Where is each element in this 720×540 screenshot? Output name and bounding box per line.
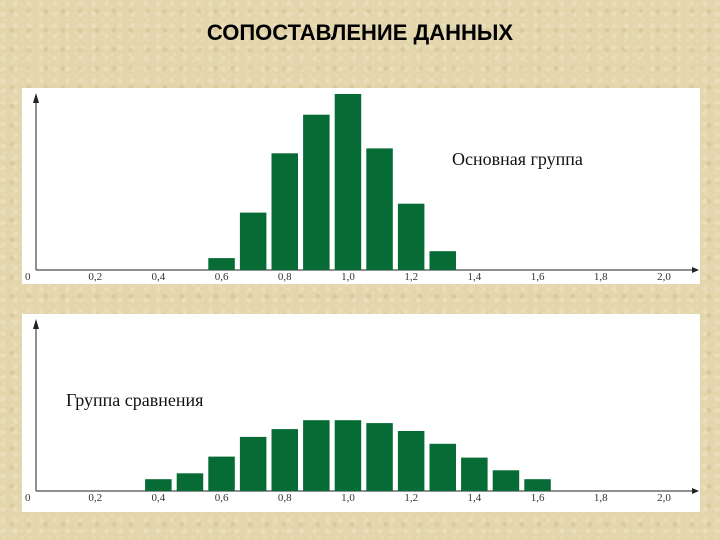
bar — [239, 212, 267, 270]
x-tick-label: 1,6 — [531, 271, 545, 283]
comparison-group-chart: Группа сравнения 0 0,2 0,4 0,6 0,8 1,0 1,2 1,4 1… — [25, 319, 699, 504]
slide-title: СОПОСТАВЛЕНИЕ ДАННЫХ — [206, 20, 514, 45]
x-tick-label: 1,2 — [404, 492, 418, 504]
bar — [429, 251, 456, 270]
bar — [239, 436, 267, 491]
x-tick-label: 0,8 — [278, 492, 292, 504]
x-tick-label: 0,2 — [88, 492, 102, 504]
bar — [334, 94, 362, 270]
bar — [176, 473, 204, 491]
x-tick-label: 0 — [25, 492, 31, 504]
x-tick-label: 0,4 — [152, 271, 166, 283]
bar — [303, 420, 330, 491]
bar — [492, 470, 520, 491]
x-tick-label: 0 — [25, 271, 31, 283]
x-tick-label: 0,6 — [215, 492, 229, 504]
bar — [303, 114, 330, 270]
bar — [429, 443, 456, 491]
bar — [366, 423, 393, 491]
x-tick-label: 1,4 — [468, 492, 482, 504]
bar — [461, 457, 488, 491]
x-tick-label: 0,6 — [215, 271, 229, 283]
x-tick-label: 1,0 — [341, 492, 355, 504]
main-group-chart-panel: Основная группа 0 0,2 0,4 0,6 0,8 1,0 1,2 1,4 1,… — [22, 88, 700, 284]
bar — [145, 479, 172, 491]
x-axis-arrow-icon — [692, 267, 699, 273]
bar — [208, 456, 235, 491]
x-axis-arrow-icon — [692, 488, 699, 494]
x-tick-label: 1,4 — [468, 271, 482, 283]
x-tick-label: 0,2 — [88, 271, 102, 283]
y-axis-arrow-icon — [33, 319, 39, 329]
x-tick-label: 1,8 — [594, 271, 608, 283]
x-tick-label: 2,0 — [657, 492, 671, 504]
y-axis-arrow-icon — [33, 93, 39, 103]
x-tick-label: 2,0 — [657, 271, 671, 283]
x-tick-label: 1,0 — [341, 271, 355, 283]
chart-title-main-group: Основная группа — [452, 149, 583, 169]
x-tick-label: 0,4 — [152, 492, 166, 504]
x-tick-label: 1,2 — [404, 271, 418, 283]
bar — [334, 420, 362, 491]
bar — [208, 258, 235, 270]
main-group-chart: Основная группа 0 0,2 0,4 0,6 0,8 1,0 1,2 1,4 1,… — [25, 93, 699, 283]
bar — [271, 429, 298, 491]
chart-title-comparison-group: Группа сравнения — [66, 390, 203, 410]
bar — [271, 153, 298, 270]
x-tick-label: 1,6 — [531, 492, 545, 504]
comparison-group-chart-panel: Группа сравнения 0 0,2 0,4 0,6 0,8 1,0 1,2 1,4 1… — [22, 314, 700, 512]
x-tick-label: 1,8 — [594, 492, 608, 504]
bar — [524, 479, 551, 491]
bar — [397, 431, 425, 491]
x-tick-label: 0,8 — [278, 271, 292, 283]
bar — [397, 203, 425, 270]
bar — [366, 148, 393, 270]
